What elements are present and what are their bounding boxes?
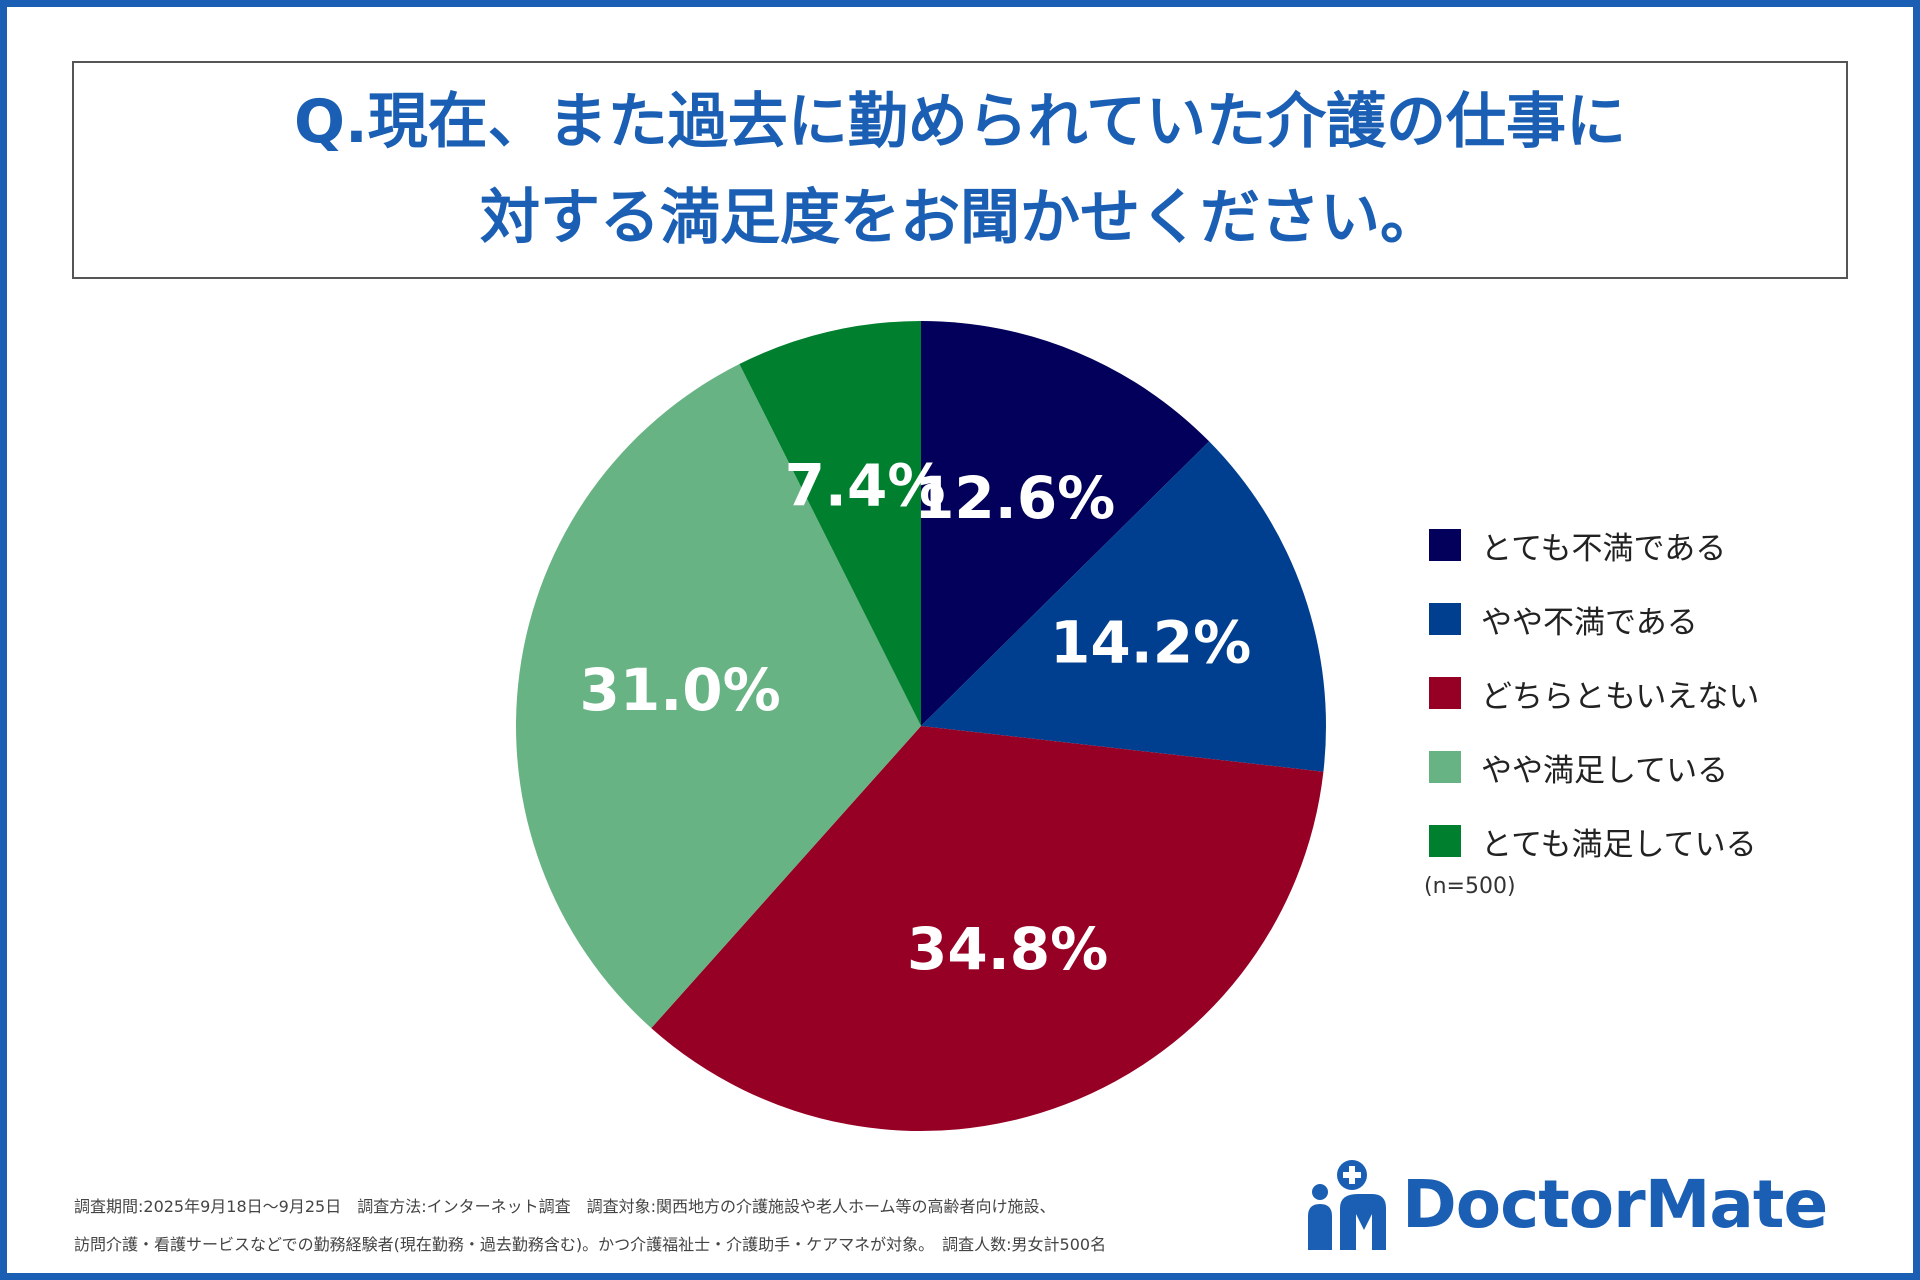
legend-item: やや不満である bbox=[1429, 582, 1759, 656]
footnote-line-1: 調査期間:2025年9月18日〜9月25日 調査方法:インターネット調査 調査対… bbox=[74, 1197, 1056, 1216]
pie-slice bbox=[651, 726, 1324, 1132]
legend-swatch bbox=[1429, 677, 1461, 709]
legend-swatch bbox=[1429, 529, 1461, 561]
doctormate-logo-icon bbox=[1308, 1160, 1386, 1250]
pie-slices bbox=[516, 321, 1327, 1132]
pie-slice bbox=[921, 441, 1327, 772]
legend-item: やや満足している bbox=[1429, 730, 1759, 804]
pie-labels: 12.6% 14.2% 34.8% 31.0% 7.4% bbox=[580, 452, 1252, 984]
pie-data-label: 12.6% bbox=[914, 464, 1115, 532]
legend-item: とても満足している bbox=[1429, 804, 1759, 878]
pie-data-label: 7.4% bbox=[785, 452, 946, 520]
pie-data-label: 34.8% bbox=[907, 915, 1108, 983]
question-title-line-2: 対する満足度をお聞かせください。 bbox=[480, 183, 1440, 253]
pie-data-label: 14.2% bbox=[1050, 609, 1251, 677]
sample-size-note: (n=500) bbox=[1424, 874, 1516, 899]
legend-label: やや不満である bbox=[1481, 604, 1698, 641]
legend-item: とても不満である bbox=[1429, 508, 1759, 582]
pie-data-label: 31.0% bbox=[580, 656, 781, 724]
legend-swatch bbox=[1429, 751, 1461, 783]
question-title-line-1: Q.現在、また過去に勤められていた介護の仕事に bbox=[294, 87, 1626, 157]
pie-slice bbox=[739, 321, 921, 726]
doctormate-logo: DoctorMate bbox=[1306, 1158, 1828, 1250]
doctormate-logo-text: DoctorMate bbox=[1402, 1165, 1828, 1243]
legend-label: やや満足している bbox=[1481, 752, 1729, 789]
survey-footnote: 調査期間:2025年9月18日〜9月25日 調査方法:インターネット調査 調査対… bbox=[74, 1188, 1106, 1264]
pie-slice bbox=[921, 321, 1210, 726]
legend-label: とても満足している bbox=[1481, 826, 1757, 863]
legend-swatch bbox=[1429, 825, 1461, 857]
legend: とても不満である やや不満である どちらともいえない やや満足している とても満… bbox=[1429, 508, 1759, 878]
question-title-box: Q.現在、また過去に勤められていた介護の仕事に 対する満足度をお聞かせください。 bbox=[72, 61, 1848, 279]
legend-swatch bbox=[1429, 603, 1461, 635]
legend-label: どちらともいえない bbox=[1481, 678, 1760, 715]
footnote-line-2: 訪問介護・看護サービスなどでの勤務経験者(現在勤務・過去勤務含む)。かつ介護福祉… bbox=[74, 1235, 1107, 1254]
legend-label: とても不満である bbox=[1481, 530, 1727, 567]
legend-item: どちらともいえない bbox=[1429, 656, 1759, 730]
pie-slice bbox=[516, 363, 921, 1029]
